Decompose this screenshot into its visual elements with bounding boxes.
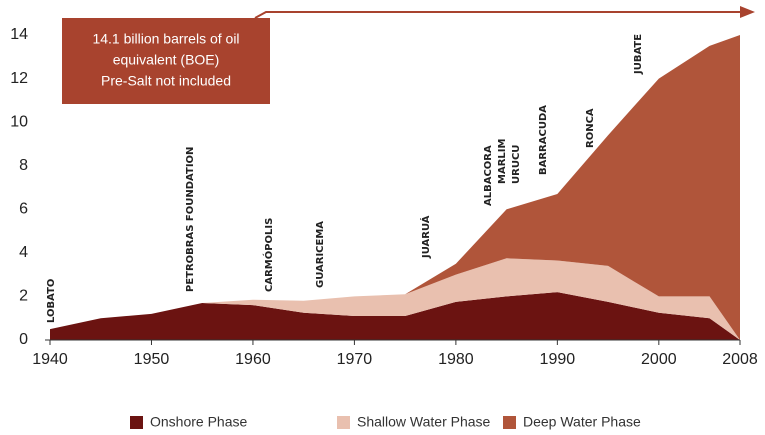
x-tick-label: 1970: [337, 351, 373, 368]
legend-label: Onshore Phase: [150, 414, 247, 430]
field-label: JUBATE: [633, 34, 644, 75]
y-tick-label: 4: [19, 244, 28, 261]
legend-swatch: [130, 416, 143, 429]
area: [50, 35, 740, 340]
y-tick-label: 14: [10, 26, 28, 43]
legend-label: Deep Water Phase: [523, 414, 641, 430]
x-tick-label: 1990: [540, 351, 576, 368]
note-text: 14.1 billion barrels of oil: [92, 31, 239, 47]
field-label: BARRACUDA: [538, 105, 549, 175]
y-tick-label: 6: [19, 201, 28, 218]
field-label: MARLIM: [497, 139, 508, 184]
note-text: Pre-Salt not included: [101, 73, 231, 89]
field-label: LOBATO: [46, 279, 57, 323]
arrow-line: [254, 11, 742, 19]
y-tick-label: 2: [19, 288, 28, 305]
legend-swatch: [337, 416, 350, 429]
field-label: URUCU: [511, 145, 522, 184]
field-label: GUARICEMA: [315, 221, 326, 288]
field-label: JUARUÁ: [419, 215, 432, 259]
area: [50, 258, 740, 340]
x-tick-label: 2008: [722, 351, 758, 368]
x-tick-label: 1940: [32, 351, 68, 368]
y-tick-label: 10: [10, 113, 28, 130]
field-label: ALBACORA: [483, 145, 494, 206]
x-tick-label: 1960: [235, 351, 271, 368]
y-tick-label: 12: [10, 70, 28, 87]
legend-swatch: [503, 416, 516, 429]
note-text: equivalent (BOE): [113, 52, 220, 68]
y-tick-label: 8: [19, 157, 28, 174]
y-tick-label: 0: [19, 331, 28, 348]
x-tick-label: 1980: [438, 351, 474, 368]
field-label: PETROBRAS FOUNDATION: [185, 147, 196, 292]
field-label: CARMÓPOLIS: [262, 218, 275, 292]
arrow-head: [740, 6, 755, 18]
note-box: [62, 18, 270, 104]
legend-label: Shallow Water Phase: [357, 414, 491, 430]
field-label: RONCA: [585, 108, 596, 148]
x-tick-label: 1950: [134, 351, 170, 368]
x-tick-label: 2000: [641, 351, 677, 368]
